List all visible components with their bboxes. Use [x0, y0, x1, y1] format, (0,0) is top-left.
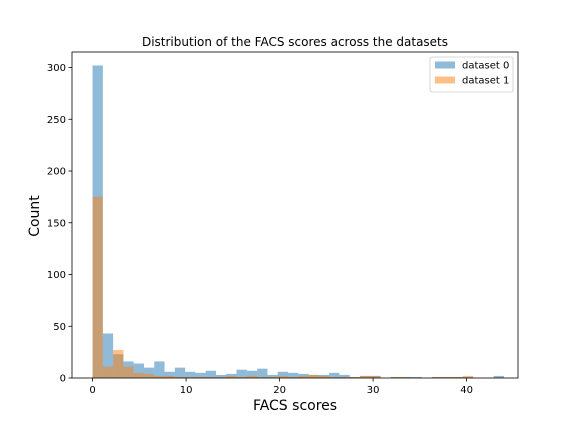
- histogram-bar-series-1-bin-22: [318, 375, 330, 378]
- y-tick-label-5: 250: [47, 115, 66, 126]
- y-axis: 0 50 100 150 200 250 300: [47, 63, 72, 385]
- x-tick-label-2: 20: [273, 385, 286, 396]
- histogram-bar-series-1-bin-5: [143, 373, 155, 378]
- legend-entry-0: dataset 0: [462, 61, 509, 72]
- y-tick-label-6: 300: [47, 63, 66, 74]
- histogram-bar-series-1-bin-20: [298, 375, 309, 378]
- histogram-bar-series-0-bin-14: [236, 369, 247, 378]
- histogram-bar-series-1-bin-18: [277, 375, 288, 378]
- histogram-bar-series-1-bin-0: [92, 196, 103, 378]
- y-axis-label: Count: [27, 195, 43, 237]
- histogram-bar-series-1-bin-8: [174, 376, 186, 378]
- histogram-bar-series-0-bin-6: [154, 361, 165, 378]
- bars-group: [92, 65, 504, 378]
- histogram-bar-series-1-bin-26: [359, 375, 371, 378]
- histogram-bar-series-0-bin-31: [411, 376, 422, 378]
- y-tick-label-0: 0: [60, 374, 66, 385]
- histogram-bar-series-1-bin-34: [442, 376, 453, 378]
- histogram-bar-series-1-bin-10: [195, 376, 206, 378]
- y-tick-label-1: 50: [53, 322, 66, 333]
- x-tick-label-1: 10: [180, 385, 193, 396]
- histogram-bar-series-1-bin-27: [370, 375, 381, 378]
- histogram-bar-series-1-bin-15: [246, 375, 258, 378]
- histogram-bar-series-1-bin-2: [113, 350, 124, 378]
- histogram-bar-series-1-bin-12: [215, 376, 227, 378]
- x-axis: 0 10 20 30 40: [89, 378, 473, 396]
- histogram-bar-series-1-bin-3: [123, 366, 134, 378]
- histogram-bar-series-1-bin-25: [349, 376, 360, 378]
- y-tick-label-3: 150: [47, 218, 66, 229]
- histogram-bar-series-1-bin-13: [226, 375, 237, 378]
- histogram-bar-series-1-bin-11: [205, 376, 216, 378]
- histogram-bar-series-1-bin-29: [390, 376, 402, 378]
- histogram-bar-series-1-bin-35: [452, 376, 463, 378]
- legend: dataset 0 dataset 1: [429, 56, 514, 93]
- histogram-bar-series-1-bin-6: [154, 375, 165, 378]
- legend-swatch-0: [435, 61, 455, 69]
- histogram-bar-series-1-bin-17: [267, 376, 278, 378]
- plot-area-frame: [71, 51, 519, 379]
- legend-entry-1: dataset 1: [462, 76, 509, 87]
- histogram-bar-series-0-bin-19: [287, 372, 299, 378]
- y-tick-label-2: 100: [47, 270, 66, 281]
- histogram-bar-series-1-bin-21: [308, 374, 319, 378]
- histogram-bar-series-0-bin-16: [257, 368, 268, 378]
- histogram-bar-series-1-bin-4: [133, 372, 144, 378]
- legend-swatch-1: [435, 76, 455, 84]
- histogram-bar-series-0-bin-17: [267, 374, 278, 378]
- histogram-bar-series-0-bin-4: [133, 363, 144, 378]
- chart-title: Distribution of the FACS scores across t…: [142, 35, 448, 49]
- histogram-bar-series-1-bin-14: [236, 376, 247, 378]
- histogram-bar-series-0-bin-10: [195, 372, 206, 378]
- histogram-bar-series-1-bin-16: [257, 376, 268, 378]
- histogram-bar-series-1-bin-30: [401, 376, 412, 378]
- histogram-bar-series-1-bin-1: [102, 366, 114, 378]
- histogram-bar-series-0-bin-8: [174, 367, 186, 378]
- histogram-bar-series-1-bin-36: [462, 375, 474, 378]
- histogram-bar-series-1-bin-7: [164, 375, 175, 378]
- histogram-bar-series-1-bin-23: [329, 376, 340, 378]
- histogram-bar-series-0-bin-15: [246, 370, 258, 378]
- histogram-bar-series-0-bin-9: [185, 371, 196, 378]
- x-tick-label-3: 30: [367, 385, 380, 396]
- histogram-bar-series-0-bin-23: [329, 372, 340, 378]
- x-tick-label-4: 40: [460, 385, 473, 396]
- histogram-bar-series-0-bin-18: [277, 371, 288, 378]
- histogram-bar-series-0-bin-1: [102, 333, 114, 378]
- y-tick-label-4: 200: [47, 167, 66, 178]
- histogram-bar-series-0-bin-11: [205, 370, 216, 378]
- histogram-bar-series-1-bin-19: [287, 376, 299, 378]
- histogram-bar-series-1-bin-24: [339, 376, 350, 378]
- histogram-bar-series-1-bin-33: [431, 376, 443, 378]
- histogram-bar-series-0-bin-7: [164, 371, 175, 378]
- x-tick-label-0: 0: [89, 385, 95, 396]
- histogram-bar-series-0-bin-12: [215, 374, 227, 378]
- histogram-bar-series-0-bin-39: [493, 375, 504, 378]
- x-axis-label: FACS scores: [253, 398, 337, 414]
- histogram-bar-series-0-bin-24: [339, 374, 350, 378]
- histogram-bar-series-1-bin-9: [185, 376, 196, 378]
- histogram-bar-series-0-bin-5: [143, 367, 155, 378]
